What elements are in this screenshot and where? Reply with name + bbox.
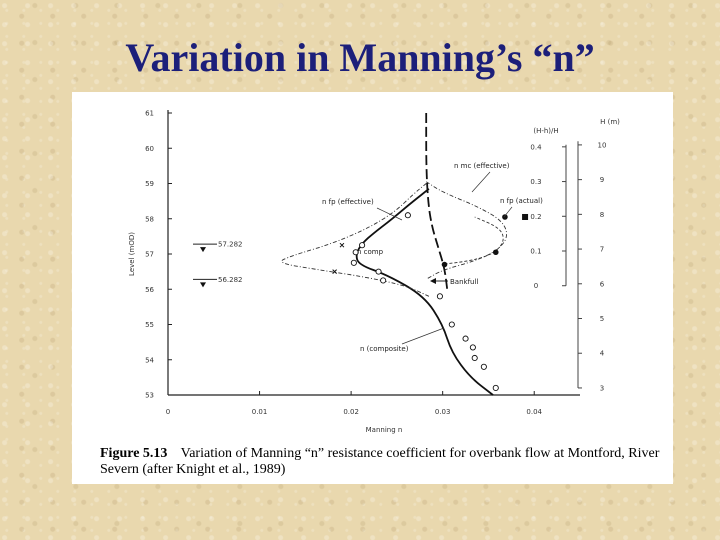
y-tick-label: 53 (145, 392, 154, 400)
data-point-open (380, 277, 387, 284)
data-point-open (462, 335, 469, 342)
annotation-nmc-effective: n mc (effective) (454, 162, 510, 170)
x-tick-label: 0.03 (435, 408, 451, 416)
right-axis-depth-tick-label: 3 (600, 384, 604, 392)
series-line-2 (425, 181, 508, 280)
data-point-open (469, 344, 476, 351)
y-tick-label: 56 (145, 286, 154, 294)
reference-level-marker (200, 247, 206, 253)
annotation-ncomp: n comp (357, 248, 384, 256)
x-tick-label: 0.01 (252, 408, 268, 416)
annotation-leader (401, 327, 445, 345)
series-line-4 (425, 113, 449, 290)
y-axis-label: Level (mOD) (128, 232, 136, 276)
right-axis-ratio-tick-label: 0.2 (530, 213, 541, 221)
annotation-ncomposite: n (composite) (360, 345, 409, 353)
right-axis-depth-tick-label: 5 (600, 315, 604, 323)
caption-text: Variation of Manning “n” resistance coef… (100, 446, 660, 477)
data-point-open (404, 212, 411, 219)
data-point-open (436, 293, 443, 300)
x-tick-label: 0 (166, 408, 170, 416)
series-line-3 (444, 216, 504, 265)
data-point-open (350, 259, 357, 266)
reference-level-label: 56.282 (218, 276, 243, 284)
annotation-bankfull: Bankfull (450, 278, 478, 286)
x-axis-label: Manning n (366, 426, 403, 434)
data-point-open (352, 249, 359, 256)
y-tick-label: 54 (145, 356, 154, 364)
data-point-cross (339, 242, 345, 248)
right-axis-ratio-tick-label: 0.4 (530, 143, 542, 151)
x-tick-label: 0.02 (343, 408, 359, 416)
data-point-open (492, 384, 499, 392)
y-tick-label: 59 (145, 180, 154, 188)
right-axis-ratio-label: (H-h)/H (533, 127, 558, 135)
y-tick-label: 57 (145, 251, 154, 259)
x-tick-label: 0.04 (526, 408, 542, 416)
data-point-cross (332, 269, 337, 274)
data-point-open (359, 242, 366, 249)
series-line-0 (355, 188, 494, 396)
right-axis-ratio-tick-label: 0 (534, 282, 538, 290)
right-axis-ratio-tick-label: 0.3 (530, 178, 541, 186)
data-point-filled (441, 261, 448, 268)
y-tick-label: 61 (145, 110, 154, 118)
data-point-open (480, 363, 487, 370)
annotation-bankfull-arrowhead (430, 278, 436, 284)
caption-figure-number: Figure 5.13 (100, 446, 168, 461)
right-axis-depth-tick-label: 9 (600, 176, 604, 184)
right-axis-depth-tick-label: 8 (600, 211, 604, 219)
right-axis-depth-tick-label: 4 (600, 350, 605, 358)
data-point-open (448, 321, 455, 328)
annotation-leader (471, 171, 491, 193)
annotation-nfp-actual: n fp (actual) (500, 197, 543, 205)
data-point-filled (502, 214, 508, 220)
y-tick-label: 55 (145, 321, 154, 329)
right-axis-depth-tick-label: 7 (600, 246, 604, 254)
figure-panel: 53 54 55 56 57 58 59 60 61 0 0.01 0.02 0.03 0.04 Level… (72, 92, 673, 484)
figure-caption: Figure 5.13 Variation of Manning “n” res… (100, 446, 660, 478)
annotation-nfp-effective: n fp (effective) (322, 198, 374, 206)
y-tick-label: 60 (145, 145, 154, 153)
right-axis-depth-tick-label: 10 (598, 141, 607, 149)
right-axis-ratio-tick-label: 0.1 (530, 248, 541, 256)
y-tick-label: 58 (145, 215, 154, 223)
right-axis-depth-label: H (m) (600, 118, 620, 126)
annotation-leader (503, 206, 513, 218)
data-point-open (471, 354, 478, 362)
series-line-1 (281, 183, 430, 297)
slide-title: Variation in Manning’s “n” (125, 35, 595, 80)
reference-level-marker (200, 282, 206, 288)
data-point-filled (492, 249, 499, 256)
data-point-open (375, 268, 382, 275)
reference-level-label: 57.282 (218, 241, 243, 249)
right-axis-depth-tick-label: 6 (600, 280, 605, 288)
annotation-leader (376, 207, 403, 221)
data-point-square (522, 213, 529, 220)
